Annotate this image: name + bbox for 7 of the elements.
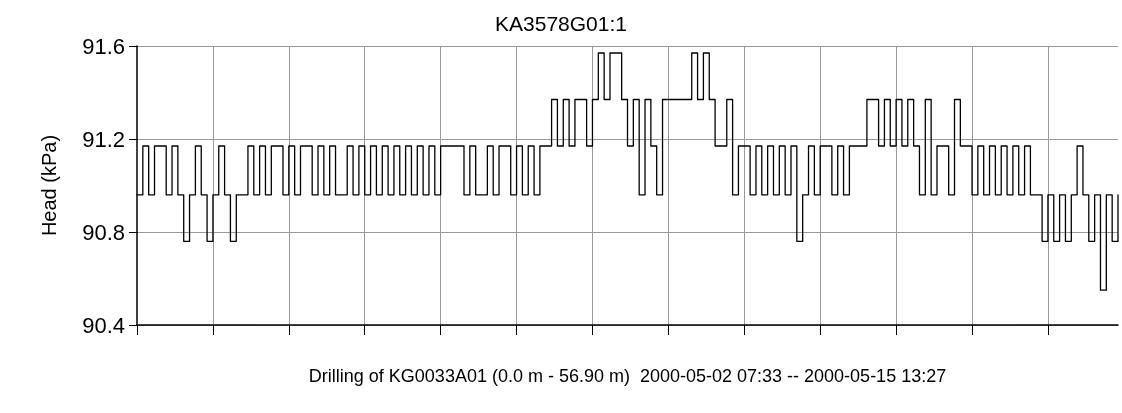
y-axis-title: Head (kPa) [38, 134, 60, 237]
chart-title: KA3578G01:1 [495, 12, 627, 35]
x-axis-title: Drilling of KG0033A01 (0.0 m - 56.90 m) 2000-05-02 07:33 -- 2000-05-15 13:27 [308, 366, 947, 386]
y-tick-label: 91.2 [82, 126, 125, 152]
y-tick-label: 90.8 [82, 219, 125, 245]
y-tick-label: 91.6 [82, 33, 125, 59]
y-tick-label: 90.4 [82, 312, 125, 338]
